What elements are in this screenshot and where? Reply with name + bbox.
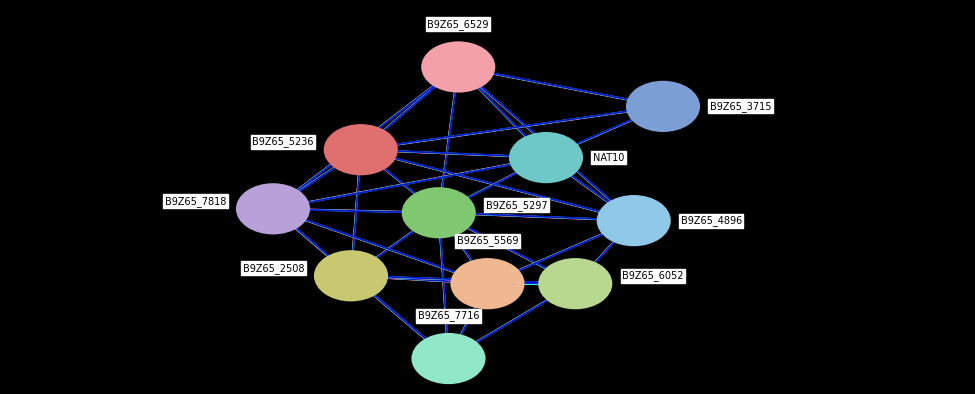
Ellipse shape	[421, 41, 495, 93]
Ellipse shape	[411, 333, 486, 384]
Ellipse shape	[597, 195, 671, 246]
Text: B9Z65_3715: B9Z65_3715	[710, 101, 771, 112]
Ellipse shape	[538, 258, 612, 309]
Ellipse shape	[626, 81, 700, 132]
Ellipse shape	[236, 183, 310, 234]
Text: B9Z65_4896: B9Z65_4896	[681, 215, 742, 226]
Ellipse shape	[509, 132, 583, 183]
Text: B9Z65_5236: B9Z65_5236	[253, 137, 314, 147]
Text: B9Z65_7818: B9Z65_7818	[165, 196, 226, 206]
Text: B9Z65_6052: B9Z65_6052	[622, 271, 683, 281]
Text: B9Z65_7716: B9Z65_7716	[417, 310, 480, 321]
Text: B9Z65_2508: B9Z65_2508	[243, 263, 304, 273]
Text: B9Z65_5569: B9Z65_5569	[456, 235, 519, 246]
Ellipse shape	[324, 124, 398, 175]
Text: B9Z65_6529: B9Z65_6529	[427, 19, 489, 30]
Ellipse shape	[402, 187, 476, 238]
Ellipse shape	[314, 250, 388, 301]
Ellipse shape	[450, 258, 525, 309]
Text: B9Z65_5297: B9Z65_5297	[486, 200, 547, 210]
Text: NAT10: NAT10	[593, 152, 624, 163]
